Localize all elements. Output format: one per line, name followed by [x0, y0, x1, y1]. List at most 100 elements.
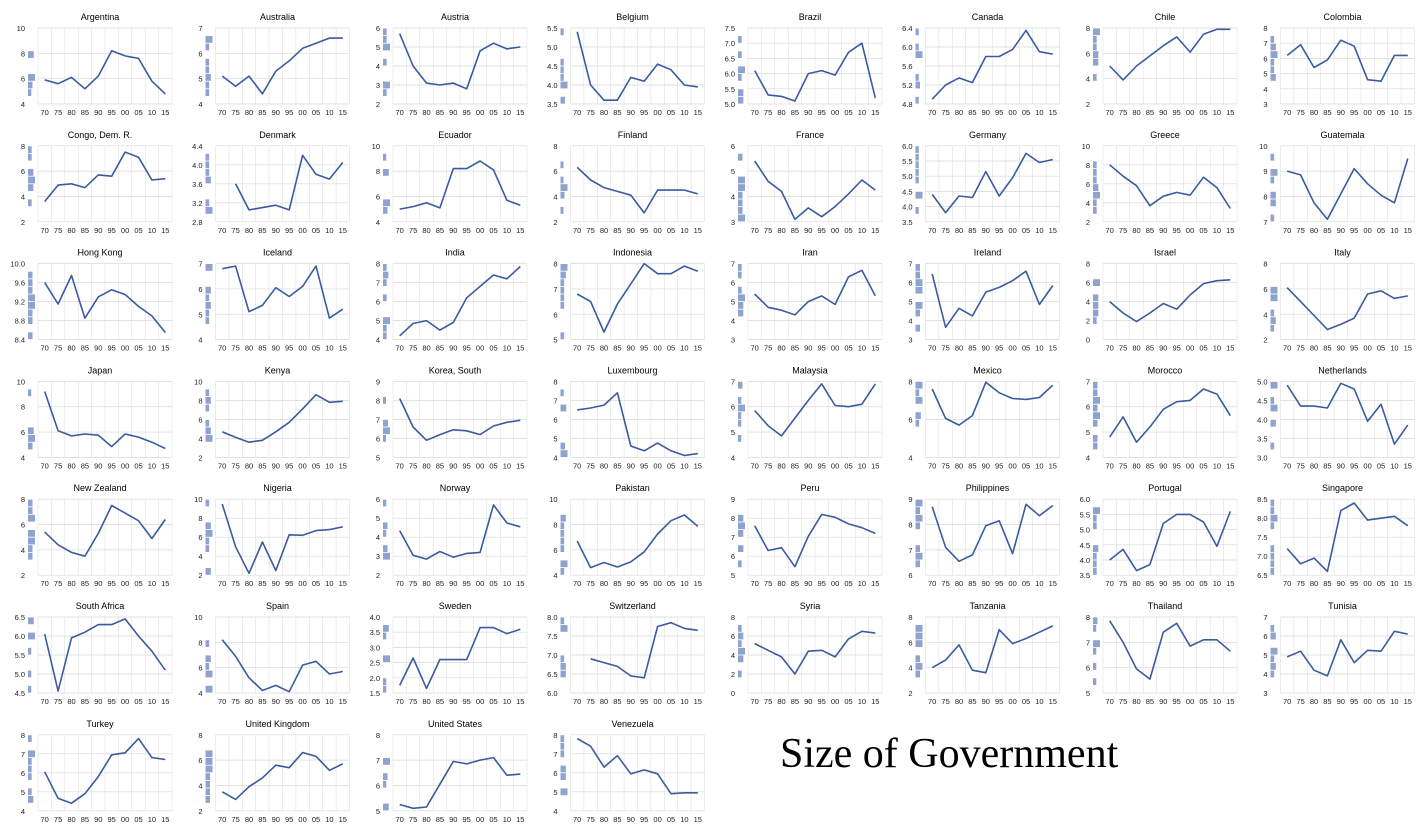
- x-tick-label: 80: [245, 697, 253, 706]
- y-tick-label: 7: [1086, 638, 1090, 647]
- margin-histogram-bar: [28, 271, 33, 279]
- y-tick-label: 3.0: [370, 643, 380, 652]
- x-tick-label: 80: [422, 697, 430, 706]
- x-tick-label: 95: [640, 226, 648, 235]
- y-tick-label: 8: [553, 521, 557, 530]
- x-tick-label: 70: [396, 108, 404, 117]
- panel-title: Sweden: [439, 601, 472, 611]
- x-tick-label: 90: [1337, 461, 1345, 470]
- y-tick-label: 8: [1086, 260, 1090, 269]
- y-tick-label: 5.5: [725, 85, 735, 94]
- series-line: [234, 154, 344, 211]
- margin-histogram-bar: [28, 302, 35, 309]
- x-tick-label: 70: [1283, 226, 1291, 235]
- margin-histogram-bar: [560, 663, 566, 670]
- y-tick-label: 6: [731, 142, 735, 151]
- x-tick-label: 70: [396, 461, 404, 470]
- x-tick-label: 70: [751, 461, 759, 470]
- margin-histogram-bar: [1270, 309, 1275, 317]
- margin-histogram-bar: [28, 617, 34, 625]
- margin-histogram-bar: [383, 632, 387, 640]
- x-tick-label: 05: [1377, 226, 1385, 235]
- x-tick-label: 90: [804, 579, 812, 588]
- panel-title: Spain: [266, 601, 289, 611]
- x-tick-label: 00: [298, 226, 306, 235]
- x-tick-label: 80: [422, 344, 430, 353]
- margin-histogram-bar: [383, 803, 389, 811]
- panel-venezuela: Venezuela 4 5 6 7 8 70 75 80 85 90 95 00 05 10 15: [553, 719, 705, 824]
- margin-histogram-bar: [738, 51, 742, 58]
- margin-histogram-bar: [1093, 43, 1097, 51]
- x-tick-label: 90: [449, 344, 457, 353]
- y-tick-label: 8: [198, 638, 202, 647]
- margin-histogram-bar: [28, 514, 35, 522]
- x-tick-label: 85: [1146, 344, 1154, 353]
- x-tick-label: 10: [148, 461, 156, 470]
- x-tick-label: 00: [298, 579, 306, 588]
- margin-histogram-bar: [1270, 545, 1275, 552]
- margin-histogram-bar: [738, 397, 742, 404]
- y-tick-label: 3.0: [1257, 453, 1267, 462]
- margin-histogram-bar: [28, 81, 33, 89]
- x-tick-label: 05: [1022, 579, 1030, 588]
- x-tick-label: 70: [1106, 579, 1114, 588]
- margin-histogram-bar: [205, 788, 210, 796]
- y-tick-label: 5: [731, 167, 735, 176]
- margin-histogram-bar: [383, 678, 387, 685]
- margin-histogram-bar: [560, 176, 564, 184]
- margin-histogram-bar: [560, 279, 565, 286]
- margin-histogram-bar: [1270, 214, 1275, 222]
- x-tick-label: 05: [1377, 697, 1385, 706]
- x-tick-label: 90: [272, 344, 280, 353]
- y-tick-label: 5.6: [902, 62, 912, 71]
- y-tick-label: 4: [553, 807, 557, 816]
- x-tick-label: 15: [871, 579, 879, 588]
- margin-histogram-bar: [205, 264, 213, 271]
- x-tick-label: 05: [844, 226, 852, 235]
- x-tick-label: 15: [161, 697, 169, 706]
- y-tick-label: 8.8: [15, 317, 25, 326]
- margin-histogram-bar: [1270, 397, 1275, 404]
- y-tick-label: 6.5: [725, 54, 735, 63]
- x-tick-label: 15: [1226, 344, 1234, 353]
- x-tick-label: 80: [422, 815, 430, 824]
- panel-title: Mexico: [973, 365, 1002, 375]
- x-tick-label: 05: [489, 344, 497, 353]
- margin-histogram-bar: [738, 514, 744, 522]
- x-tick-label: 70: [573, 579, 581, 588]
- margin-histogram-bar: [738, 271, 742, 279]
- x-tick-label: 10: [1390, 226, 1398, 235]
- x-tick-label: 95: [995, 579, 1003, 588]
- panel-title: Singapore: [1322, 483, 1363, 493]
- x-tick-label: 00: [476, 461, 484, 470]
- x-tick-label: 05: [667, 344, 675, 353]
- x-tick-label: 80: [245, 226, 253, 235]
- x-tick-label: 80: [955, 579, 963, 588]
- series-line: [1109, 388, 1231, 443]
- margin-histogram-bar: [383, 207, 388, 214]
- x-tick-label: 00: [121, 108, 129, 117]
- y-tick-label: 3.5: [370, 628, 380, 637]
- x-tick-label: 00: [831, 579, 839, 588]
- panel-kenya: Kenya 2 4 6 8 10 70 75 80 85 90 95 00 05 10 15: [194, 365, 350, 470]
- x-tick-label: 85: [613, 108, 621, 117]
- y-tick-label: 9: [908, 495, 912, 504]
- margin-histogram-bar: [205, 537, 210, 545]
- y-tick-label: 6.5: [547, 670, 557, 679]
- x-tick-label: 10: [1390, 697, 1398, 706]
- x-tick-label: 85: [436, 226, 444, 235]
- x-tick-label: 00: [1186, 579, 1194, 588]
- margin-histogram-bar: [915, 381, 923, 389]
- x-tick-label: 80: [1132, 108, 1140, 117]
- panel-turkey: Turkey 4 5 6 7 8 70 75 80 85 90 95 00 05 10 15: [21, 719, 173, 824]
- margin-histogram-bar: [1270, 176, 1275, 184]
- x-tick-label: 00: [653, 108, 661, 117]
- y-tick-label: 7: [1263, 39, 1267, 48]
- x-tick-label: 80: [955, 344, 963, 353]
- x-tick-label: 85: [436, 579, 444, 588]
- margin-histogram-bar: [383, 317, 390, 324]
- y-tick-label: 8: [21, 49, 25, 58]
- panel-title: Thailand: [1148, 601, 1183, 611]
- x-tick-label: 70: [396, 344, 404, 353]
- y-tick-label: 7: [376, 279, 380, 288]
